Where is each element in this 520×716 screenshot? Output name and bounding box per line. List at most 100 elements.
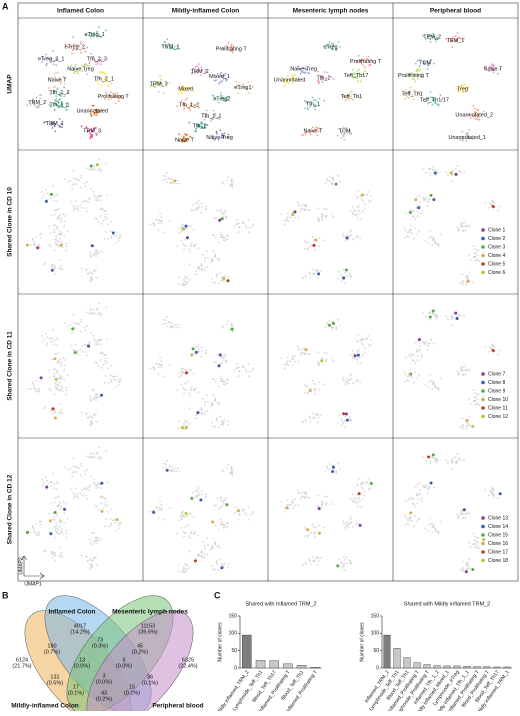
cell-dot bbox=[227, 42, 230, 44]
cluster-label: TRM_3 bbox=[150, 81, 168, 87]
cell-dot bbox=[489, 345, 492, 348]
cell-dot bbox=[55, 193, 58, 196]
cell-dot bbox=[474, 117, 477, 120]
cell-dot bbox=[180, 91, 182, 93]
cell-dot bbox=[103, 354, 106, 356]
cell-dot bbox=[32, 100, 35, 103]
cluster-label: Teff_Th17 bbox=[344, 73, 368, 79]
cell-dot bbox=[186, 97, 189, 100]
cell-dot bbox=[312, 526, 315, 528]
cell-dot bbox=[317, 413, 320, 416]
cell-dot bbox=[43, 337, 45, 340]
cell-dot bbox=[294, 73, 296, 76]
cell-dot bbox=[84, 329, 87, 332]
cell-dot bbox=[332, 503, 335, 506]
cell-dot bbox=[284, 223, 286, 226]
cell-dot bbox=[89, 415, 91, 417]
cell-dot bbox=[94, 197, 97, 200]
cell-dot bbox=[55, 237, 58, 240]
cell-dot bbox=[432, 238, 435, 241]
cell-dot bbox=[302, 564, 304, 566]
cell-dot bbox=[328, 175, 331, 178]
cell-dot bbox=[477, 116, 479, 119]
y-axis-label: Number of clones bbox=[217, 622, 223, 662]
region-count: 15 bbox=[129, 684, 135, 690]
cell-dot bbox=[492, 64, 495, 67]
cell-dot bbox=[292, 76, 294, 79]
cell-dot bbox=[79, 51, 82, 54]
cluster-label: Tfh_1_2 bbox=[179, 103, 199, 109]
cell-dot bbox=[317, 130, 320, 133]
cell-dot bbox=[104, 357, 107, 359]
clone-dot bbox=[331, 470, 335, 474]
cell-dot bbox=[29, 531, 32, 534]
cell-dot bbox=[474, 259, 477, 262]
cell-dot bbox=[475, 252, 478, 255]
cell-dot bbox=[46, 56, 49, 59]
cell-dot bbox=[230, 468, 233, 471]
cell-dot bbox=[194, 104, 196, 107]
cell-dot bbox=[71, 471, 74, 474]
cell-dot bbox=[429, 379, 432, 382]
cell-dot bbox=[100, 338, 103, 341]
clone-dot bbox=[369, 481, 373, 485]
cell-dot bbox=[94, 109, 97, 111]
cell-dot bbox=[406, 235, 408, 238]
cell-dot bbox=[209, 548, 212, 551]
cell-dot bbox=[89, 110, 92, 113]
cell-dot bbox=[467, 565, 469, 568]
cell-dot bbox=[466, 564, 469, 567]
cell-dot bbox=[60, 408, 63, 411]
cell-dot bbox=[46, 479, 49, 482]
cell-dot bbox=[190, 369, 192, 372]
cell-dot bbox=[245, 226, 248, 229]
cell-dot bbox=[189, 278, 192, 281]
bar bbox=[242, 634, 252, 669]
cell-dot bbox=[342, 126, 345, 129]
cell-dot bbox=[88, 486, 91, 488]
cell-dot bbox=[460, 366, 463, 368]
cell-dot bbox=[93, 311, 96, 314]
cell-dot bbox=[304, 208, 307, 211]
cell-dot bbox=[406, 231, 409, 234]
cell-dot bbox=[349, 230, 352, 233]
cell-dot bbox=[107, 510, 109, 513]
cell-dot bbox=[349, 518, 352, 521]
cell-dot bbox=[354, 210, 357, 213]
cell-dot bbox=[183, 108, 185, 110]
clone-dot bbox=[44, 199, 48, 203]
cell-dot bbox=[328, 180, 331, 183]
cell-dot bbox=[474, 114, 477, 117]
cell-dot bbox=[419, 492, 422, 495]
cell-dot bbox=[92, 190, 95, 193]
cell-dot bbox=[330, 43, 333, 45]
cell-dot bbox=[169, 469, 172, 472]
cell-dot bbox=[183, 535, 185, 538]
cell-dot bbox=[84, 70, 87, 73]
cell-dot bbox=[227, 235, 229, 238]
clone-dot bbox=[317, 272, 321, 276]
cell-dot bbox=[105, 505, 107, 508]
cell-dot bbox=[115, 378, 118, 381]
cell-dot bbox=[157, 366, 160, 369]
cell-dot bbox=[206, 109, 208, 112]
cell-dot bbox=[100, 59, 103, 61]
cell-dot bbox=[222, 383, 225, 385]
cell-dot bbox=[215, 417, 218, 420]
cell-dot bbox=[431, 35, 434, 37]
cell-dot bbox=[33, 103, 36, 106]
cell-dot bbox=[351, 349, 354, 352]
cell-dot bbox=[75, 183, 78, 186]
cell-dot bbox=[358, 72, 361, 75]
cell-dot bbox=[344, 527, 347, 529]
cell-dot bbox=[93, 252, 96, 255]
cell-dot bbox=[309, 533, 312, 535]
cell-dot bbox=[90, 255, 93, 258]
cluster-label: Teff_Th1 bbox=[402, 91, 423, 97]
cell-dot bbox=[299, 72, 302, 75]
cell-dot bbox=[56, 371, 58, 374]
cell-dot bbox=[361, 58, 363, 61]
cell-dot bbox=[113, 518, 116, 521]
cell-dot bbox=[89, 424, 92, 427]
cell-dot bbox=[110, 236, 113, 239]
